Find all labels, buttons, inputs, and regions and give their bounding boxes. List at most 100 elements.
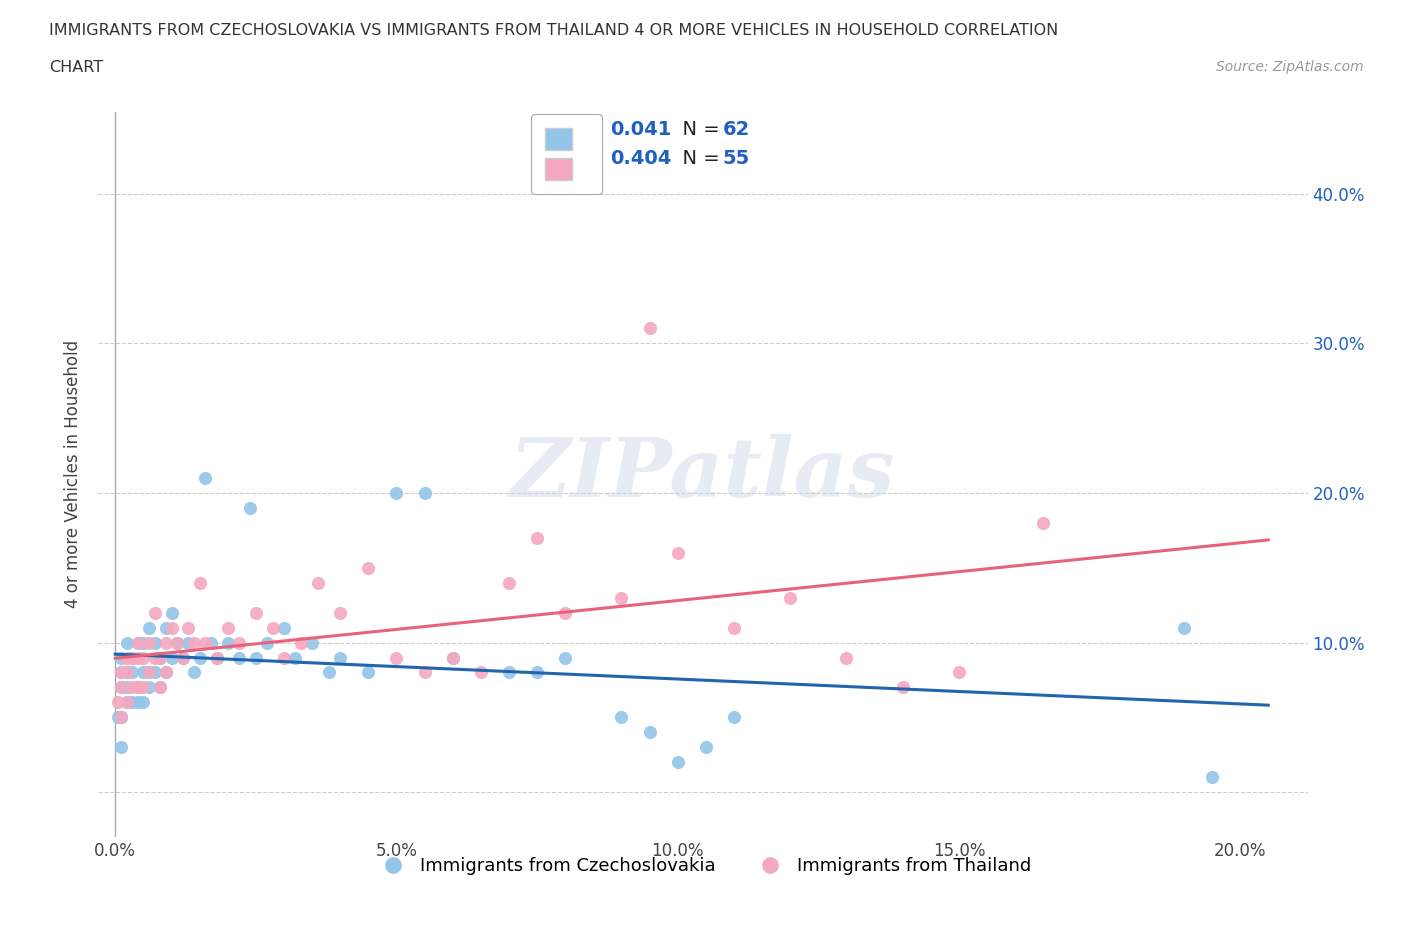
Point [301,635,323,650]
Point [155,665,177,680]
Point [127,635,149,650]
Point [138,680,160,695]
Point [132,695,155,710]
Point [177,620,200,635]
Text: 55: 55 [723,149,749,168]
Point [143,665,166,680]
Point [138,665,160,680]
Point [1201,770,1223,785]
Point [115,650,138,665]
Point [666,755,689,770]
Point [526,530,548,545]
Point [948,665,970,680]
Point [610,591,633,605]
Point [115,635,138,650]
Point [115,665,138,680]
Point [723,620,745,635]
Point [256,635,278,650]
Point [695,740,717,755]
Point [273,620,295,635]
Point [329,650,352,665]
Text: ZIPatlas: ZIPatlas [510,434,896,514]
Point [245,605,267,620]
Point [138,620,160,635]
Point [115,695,138,710]
Point [357,665,380,680]
Point [155,635,177,650]
Point [143,635,166,650]
Point [177,635,200,650]
Point [110,710,132,724]
Point [127,650,149,665]
Point [132,665,155,680]
Point [1032,515,1054,530]
Text: CHART: CHART [49,60,103,75]
Point [121,665,143,680]
Point [149,650,172,665]
Point [121,695,143,710]
Text: N =: N = [671,149,727,168]
Point [138,665,160,680]
Point [132,680,155,695]
Point [143,605,166,620]
Point [121,650,143,665]
Point [110,650,132,665]
Point [166,635,188,650]
Point [127,680,149,695]
Point [262,620,284,635]
Point [470,665,492,680]
Point [357,561,380,576]
Point [498,665,520,680]
Text: Source: ZipAtlas.com: Source: ZipAtlas.com [1216,60,1364,74]
Point [610,710,633,724]
Point [441,650,464,665]
Point [172,650,194,665]
Point [160,620,183,635]
Point [107,710,129,724]
Point [143,650,166,665]
Point [666,545,689,560]
Point [239,500,262,515]
Point [891,680,914,695]
Point [166,635,188,650]
Point [155,665,177,680]
Point [228,635,250,650]
Text: IMMIGRANTS FROM CZECHOSLOVAKIA VS IMMIGRANTS FROM THAILAND 4 OR MORE VEHICLES IN: IMMIGRANTS FROM CZECHOSLOVAKIA VS IMMIGR… [49,23,1059,38]
Point [498,576,520,591]
Point [115,695,138,710]
Point [110,680,132,695]
Point [121,680,143,695]
Text: R =: R = [555,149,598,168]
Point [307,576,329,591]
Point [441,650,464,665]
Point [290,635,312,650]
Point [385,650,408,665]
Point [188,576,211,591]
Point [554,650,576,665]
Point [638,321,661,336]
Text: 0.041: 0.041 [610,120,671,140]
Point [132,635,155,650]
Point [217,635,239,650]
Point [155,620,177,635]
Point [121,650,143,665]
Point [245,650,267,665]
Text: 62: 62 [723,120,749,140]
Point [205,650,228,665]
Point [554,605,576,620]
Point [127,680,149,695]
Point [835,650,858,665]
Point [160,605,183,620]
Point [723,710,745,724]
Point [127,635,149,650]
Y-axis label: 4 or more Vehicles in Household: 4 or more Vehicles in Household [65,340,83,608]
Point [638,724,661,739]
Point [127,695,149,710]
Point [1173,620,1195,635]
Point [110,710,132,724]
Point [194,471,217,485]
Point [217,620,239,635]
Point [779,591,801,605]
Point [273,650,295,665]
Point [110,680,132,695]
